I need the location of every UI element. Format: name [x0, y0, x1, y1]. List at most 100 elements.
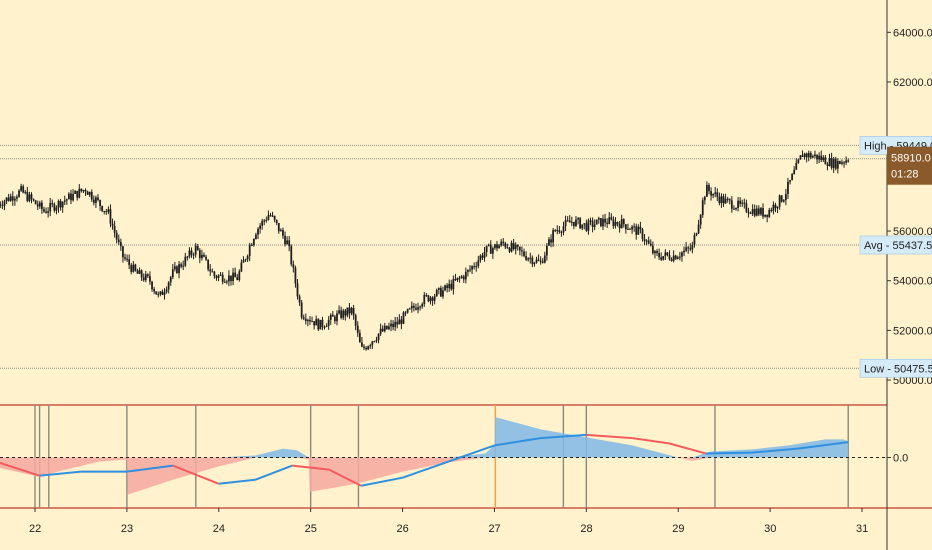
- candle-body: [238, 271, 241, 280]
- candle-body: [207, 259, 210, 270]
- candle-body: [708, 185, 710, 192]
- candle-body: [417, 307, 419, 310]
- candle-body: [24, 191, 27, 193]
- candle-body: [300, 302, 303, 318]
- candle-body: [697, 224, 700, 234]
- candle-body: [743, 202, 746, 204]
- candle-body: [589, 220, 592, 222]
- candle-body: [523, 251, 525, 257]
- candle-body: [496, 244, 498, 249]
- candle-body: [167, 282, 170, 290]
- candle-body: [95, 197, 97, 203]
- candle-body: [223, 281, 226, 283]
- date-tick-label: 28: [580, 523, 592, 535]
- candle-body: [240, 262, 243, 272]
- candle-body: [90, 191, 93, 200]
- candle-body: [778, 195, 781, 207]
- candle-body: [59, 200, 62, 208]
- candle-body: [774, 204, 777, 209]
- candle-body: [74, 190, 77, 194]
- candle-body: [331, 314, 334, 317]
- candle-body: [97, 197, 99, 200]
- candle-body: [699, 215, 702, 225]
- candle-body: [182, 265, 185, 267]
- candle-body: [178, 264, 180, 274]
- price-candles[interactable]: [0, 150, 850, 351]
- candle-body: [363, 346, 365, 348]
- candle-body: [88, 191, 91, 195]
- indicator-line-segment: [292, 464, 330, 471]
- candle-body: [43, 209, 45, 212]
- candle-body: [660, 257, 663, 260]
- indicator-line-segment: [39, 470, 82, 477]
- candle-body: [826, 164, 829, 167]
- candle-body: [847, 160, 850, 162]
- date-tick-label: 27: [488, 523, 500, 535]
- candle-body: [132, 264, 135, 272]
- candle-body: [444, 285, 446, 291]
- candle-body: [225, 281, 228, 283]
- candle-body: [753, 208, 756, 216]
- candle-body: [173, 266, 176, 270]
- candle-body: [537, 259, 540, 261]
- candle-body: [40, 202, 43, 210]
- candle-body: [390, 323, 392, 327]
- candle-body: [797, 159, 800, 163]
- candle-body: [86, 191, 89, 195]
- candle-body: [545, 245, 548, 256]
- candle-body: [361, 342, 363, 347]
- candle-body: [487, 244, 490, 246]
- candle-body: [527, 258, 530, 260]
- indicator-line-segment: [0, 461, 40, 477]
- candle-body: [286, 240, 289, 245]
- candle-body: [733, 208, 735, 210]
- candle-body: [354, 315, 357, 326]
- candle-body: [656, 251, 658, 254]
- candle-body: [446, 285, 449, 289]
- candle-body: [130, 265, 133, 272]
- candle-body: [45, 211, 47, 213]
- price-tick-label: 62000.0: [893, 77, 932, 89]
- candle-body: [839, 161, 841, 164]
- candle-body: [710, 191, 712, 196]
- candle-body: [722, 196, 725, 204]
- candle-body: [325, 326, 328, 328]
- candle-body: [163, 292, 166, 295]
- indicator-line-segment: [668, 442, 707, 455]
- candle-body: [358, 332, 361, 343]
- candle-body: [541, 261, 544, 263]
- candle-body: [489, 244, 492, 254]
- candle-body: [481, 255, 484, 258]
- candle-body: [672, 255, 675, 261]
- last-price-badge: 58910.0 01:28: [887, 146, 932, 185]
- candle-body: [306, 319, 309, 322]
- candle-body: [134, 264, 137, 271]
- candle-body: [633, 226, 636, 228]
- candle-body: [271, 215, 274, 217]
- indicator-panel[interactable]: [0, 404, 932, 509]
- candle-body: [13, 198, 16, 201]
- indicator-tick-label: 0.0: [893, 453, 908, 465]
- candle-body: [317, 319, 320, 330]
- candle-body: [585, 223, 588, 231]
- candle-body: [714, 192, 717, 194]
- candle-body: [369, 345, 372, 347]
- candle-body: [510, 242, 513, 252]
- candle-body: [290, 246, 293, 265]
- candle-body: [703, 196, 706, 201]
- candle-body: [146, 274, 149, 277]
- date-tick-label: 22: [29, 523, 41, 535]
- candle-body: [3, 201, 6, 206]
- candle-body: [186, 256, 189, 258]
- candle-body: [695, 233, 698, 236]
- candle-body: [629, 228, 631, 230]
- candle-body: [57, 200, 60, 208]
- candle-body: [739, 200, 742, 204]
- candle-body: [439, 287, 442, 297]
- candle-body: [321, 319, 324, 327]
- candle-body: [712, 193, 715, 196]
- candle-body: [614, 222, 617, 226]
- candle-body: [811, 156, 814, 158]
- candle-body: [834, 159, 837, 169]
